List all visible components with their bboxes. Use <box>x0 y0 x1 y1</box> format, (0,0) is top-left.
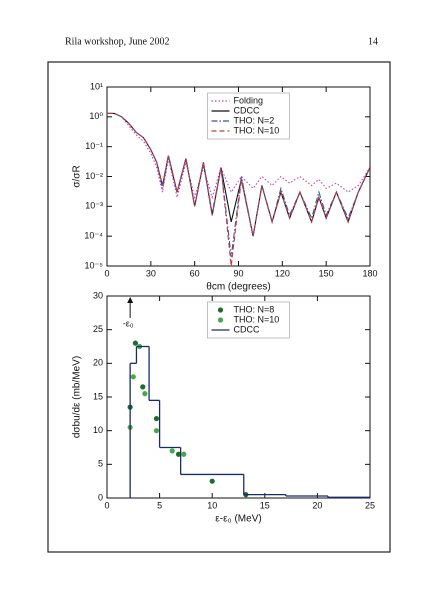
series-line <box>107 112 371 267</box>
y-axis-label: dσbu/dε (mb/MeV) <box>72 356 83 438</box>
legend-label: THO: N=10 <box>234 314 280 324</box>
x-tick-label: 20 <box>312 500 322 510</box>
y-tick-label: 10 <box>93 425 103 435</box>
data-point <box>142 391 148 397</box>
x-tick-label: 30 <box>146 268 156 278</box>
legend-label: CDCC <box>234 105 260 115</box>
y-tick-label: 30 <box>93 290 103 300</box>
x-tick-label: 25 <box>365 500 375 510</box>
data-point <box>140 384 146 390</box>
series-line <box>107 112 371 258</box>
x-tick-label: 15 <box>260 500 270 510</box>
y-tick-label: 25 <box>93 324 103 334</box>
x-tick-label: 90 <box>233 268 243 278</box>
x-tick-label: 150 <box>319 268 334 278</box>
y-tick-label: 0 <box>98 492 103 502</box>
data-point <box>169 448 175 454</box>
y-tick-label: 5 <box>98 459 103 469</box>
x-tick-label: 120 <box>275 268 290 278</box>
x-axis-label: θcm (degrees) <box>206 282 270 293</box>
y-tick-label: 10⁻³ <box>85 201 103 211</box>
x-axis-label: ε-ε₀ (MeV) <box>215 514 261 525</box>
legend-label: THO: N=10 <box>234 125 280 135</box>
y-tick-label: 10⁻⁵ <box>85 260 104 270</box>
y-axis-label: σ/σR <box>72 165 83 187</box>
x-tick-label: 10 <box>207 500 217 510</box>
data-point <box>153 428 160 434</box>
legend-label: THO: N=8 <box>234 304 275 314</box>
page-number: 14 <box>368 36 378 47</box>
figure-frame <box>47 61 391 553</box>
x-tick-label: 0 <box>104 500 109 510</box>
x-tick-label: 60 <box>190 268 200 278</box>
legend-swatch <box>217 317 224 323</box>
legend-label: THO: N=2 <box>234 115 275 125</box>
y-tick-label: 10⁻⁴ <box>84 231 103 241</box>
data-point <box>181 451 187 457</box>
arrow-head <box>127 297 134 303</box>
y-tick-label: 15 <box>93 391 103 401</box>
y-tick-label: 20 <box>93 358 103 368</box>
y-tick-label: 10⁻² <box>85 171 103 181</box>
legend-label: CDCC <box>234 324 260 334</box>
data-point <box>153 415 160 422</box>
x-tick-label: 180 <box>362 268 377 278</box>
legend-swatch <box>217 307 224 313</box>
y-tick-label: 10⁰ <box>89 111 103 121</box>
data-point <box>132 340 139 346</box>
data-point <box>130 374 136 380</box>
data-point <box>175 451 182 457</box>
x-tick-label: 5 <box>157 500 162 510</box>
legend-label: Folding <box>234 95 264 105</box>
y-tick-label: 10¹ <box>90 81 103 91</box>
annotation-text: -ε₀ <box>123 318 134 328</box>
data-point <box>209 478 215 484</box>
header-left: Rila workshop, June 2002 <box>65 36 169 47</box>
y-tick-label: 10⁻¹ <box>85 141 103 151</box>
x-tick-label: 0 <box>104 268 109 278</box>
